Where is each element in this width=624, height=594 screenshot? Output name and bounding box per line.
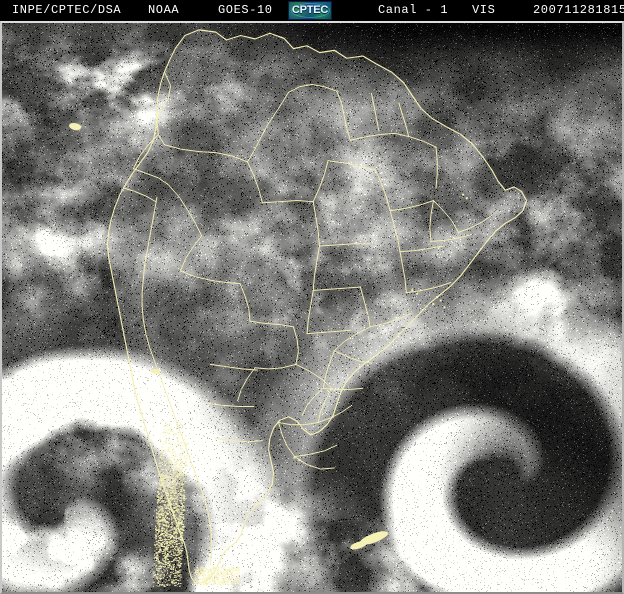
header-institute-label: INPE/CPTEC/DSA [12, 3, 122, 17]
header-satellite-label: GOES-10 [218, 3, 273, 17]
header-spectrum-label: VIS [472, 3, 496, 17]
logo-text: CPTEC [291, 4, 329, 16]
header-agency-label: NOAA [148, 3, 180, 17]
cptec-logo: CPTEC [288, 1, 332, 20]
logo-ring-decoration [291, 3, 330, 18]
image-header-bar: INPE/CPTEC/DSA NOAA GOES-10 CPTEC Canal … [0, 0, 624, 21]
header-timestamp-label: 200711281815 [533, 3, 624, 17]
satellite-image-area [0, 21, 624, 594]
satellite-image-canvas [2, 23, 622, 592]
header-channel-label: Canal - 1 [378, 3, 449, 17]
